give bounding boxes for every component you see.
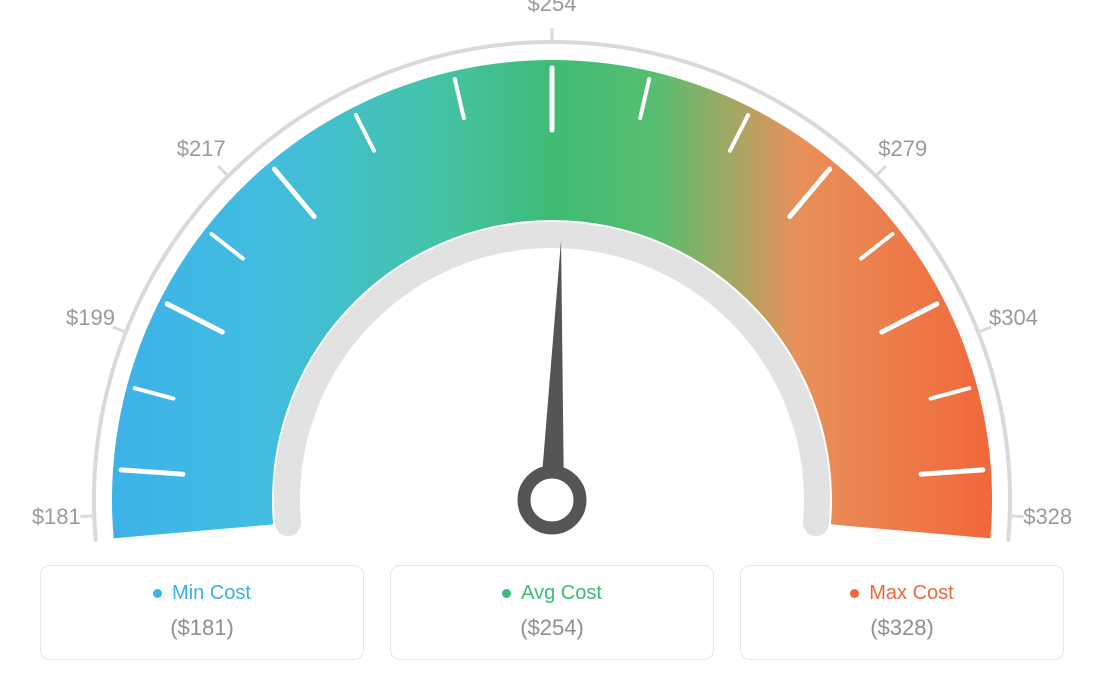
gauge-tick-label: $181 [32,504,81,530]
dot-icon [153,589,162,598]
legend-label: Max Cost [869,582,953,605]
gauge-svg [0,0,1104,560]
legend-title-min: Min Cost [153,582,251,605]
legend-row: Min Cost ($181) Avg Cost ($254) Max Cost… [40,565,1064,660]
gauge-tick-label: $199 [66,305,115,331]
dot-icon [850,589,859,598]
legend-card-avg: Avg Cost ($254) [390,565,714,660]
gauge-tick-label: $217 [177,136,226,162]
legend-card-max: Max Cost ($328) [740,565,1064,660]
legend-value-min: ($181) [51,615,353,641]
legend-title-max: Max Cost [850,582,953,605]
gauge-tick-label: $328 [1023,504,1072,530]
legend-value-max: ($328) [751,615,1053,641]
gauge-tick-label: $279 [878,136,927,162]
gauge-container: $181 $199 $217 $254 $279 $304 $328 [0,0,1104,560]
gauge-tick-label: $304 [989,305,1038,331]
legend-card-min: Min Cost ($181) [40,565,364,660]
gauge-tick-label: $254 [528,0,577,17]
dot-icon [502,589,511,598]
legend-label: Min Cost [172,582,251,605]
legend-label: Avg Cost [521,582,602,605]
legend-value-avg: ($254) [401,615,703,641]
legend-title-avg: Avg Cost [502,582,602,605]
